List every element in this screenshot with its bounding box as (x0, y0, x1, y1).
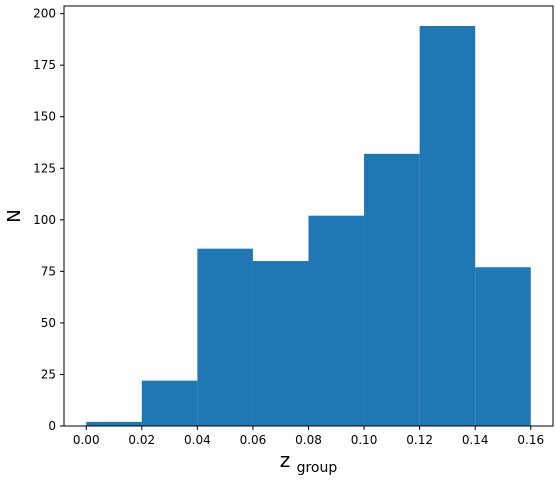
y-tick-label: 0 (48, 419, 56, 433)
y-ticks: 0 25 50 75 100 125 150 175 200 (33, 7, 64, 433)
x-tick-label: 0.12 (406, 433, 433, 447)
y-tick-label: 100 (33, 213, 56, 227)
y-tick-label: 75 (41, 264, 56, 278)
histogram-bar (308, 215, 365, 426)
x-axis-label: z group (280, 448, 338, 476)
x-tick-label: 0.00 (73, 433, 100, 447)
y-tick-label: 125 (33, 161, 56, 175)
histogram-bar (141, 380, 198, 426)
histogram-bar (197, 248, 253, 426)
x-tick-label: 0.16 (517, 433, 544, 447)
y-tick-label: 150 (33, 110, 56, 124)
y-tick-label: 50 (41, 316, 56, 330)
histogram-bar (419, 26, 476, 426)
x-ticks: 0.00 0.02 0.04 0.06 0.08 0.10 0.12 0.14 0.16 (73, 426, 544, 447)
x-axis-label-main: z (280, 448, 291, 472)
histogram-bar (86, 421, 142, 426)
y-tick-label: 25 (41, 367, 56, 381)
y-tick-label: 175 (33, 58, 56, 72)
x-tick-label: 0.04 (184, 433, 211, 447)
bars-layer (86, 26, 531, 426)
x-tick-label: 0.10 (351, 433, 378, 447)
x-tick-label: 0.06 (240, 433, 267, 447)
y-tick-label: 200 (33, 7, 56, 21)
x-axis-label-subscript: group (297, 460, 338, 476)
x-tick-label: 0.02 (128, 433, 155, 447)
x-tick-label: 0.08 (295, 433, 322, 447)
histogram-bar (252, 261, 309, 426)
x-tick-label: 0.14 (462, 433, 489, 447)
y-axis-label: N (4, 209, 25, 222)
histogram-bar (475, 267, 531, 426)
histogram-bar (364, 153, 420, 426)
